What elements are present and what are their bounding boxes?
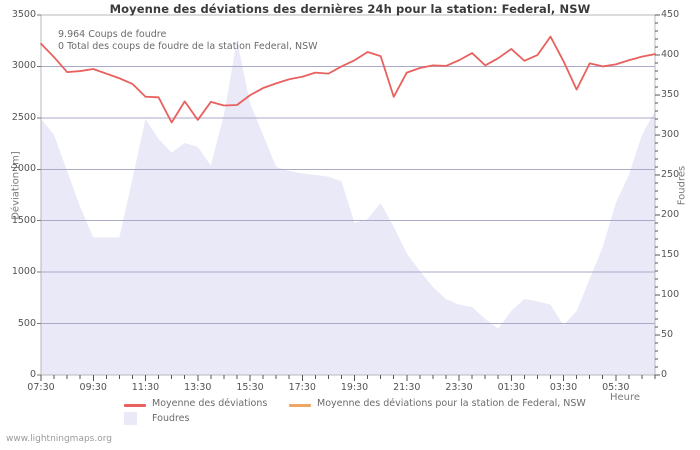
y-axis-right-tick-label: 200 — [661, 209, 680, 220]
y-axis-left-tick-label: 2000 — [11, 163, 36, 175]
legend-swatch-1 — [124, 404, 146, 407]
y-axis-right-title: Foudres — [676, 165, 688, 206]
legend-swatch-2 — [289, 404, 311, 407]
y-axis-right-tick-label: 300 — [661, 129, 680, 140]
legend-label-3[interactable]: Foudres — [152, 413, 190, 424]
y-axis-right-tick-label: 400 — [661, 49, 680, 60]
y-axis-right-tick-label: 150 — [661, 249, 680, 260]
x-axis-tick-label: 05:30 — [602, 382, 630, 393]
x-axis-tick-label: 03:30 — [549, 382, 578, 393]
x-axis-tick-label: 11:30 — [131, 382, 160, 393]
series-line-moyenne-des-d-viations — [40, 35, 656, 124]
annotation-strike-count: 9.964 Coups de foudre — [58, 29, 167, 40]
x-axis-tick-label: 01:30 — [497, 382, 525, 393]
x-axis-tick-label: 07:30 — [27, 382, 55, 393]
y-axis-right-tick-label: 100 — [661, 289, 680, 300]
legend-label-2[interactable]: Moyenne des déviations pour la station d… — [317, 398, 586, 409]
y-axis-right-tick-label: 250 — [661, 169, 680, 180]
x-axis-tick-label: 19:30 — [340, 382, 369, 393]
y-axis-right-tick-label: 450 — [661, 9, 680, 20]
annotation-station-total: 0 Total des coups de foudre de la statio… — [58, 41, 318, 52]
x-axis-tick-label: 17:30 — [288, 382, 316, 393]
y-axis-left-tick-label: 1000 — [11, 266, 36, 278]
y-axis-right-tick-label: 50 — [661, 329, 674, 340]
x-axis-tick-label: 23:30 — [445, 382, 473, 393]
x-axis-title: Heure — [610, 392, 641, 403]
x-axis-tick-label: 15:30 — [236, 382, 264, 393]
x-axis-tick-label: 09:30 — [79, 382, 107, 393]
y-axis-left-tick-label: 0 — [29, 369, 36, 380]
y-axis-right-tick-label: 350 — [661, 89, 680, 100]
y-axis-left-tick-label: 1500 — [11, 214, 36, 226]
y-axis-left-tick-label: 3500 — [11, 9, 36, 20]
legend-swatch-3 — [124, 412, 137, 425]
footer-attribution: www.lightningmaps.org — [6, 434, 112, 444]
strikes-area — [41, 40, 655, 375]
y-axis-right-tick-label: 0 — [661, 369, 668, 380]
y-axis-left-tick-label: 500 — [17, 317, 36, 329]
legend-label-1[interactable]: Moyenne des déviations — [152, 398, 268, 409]
x-axis-tick-label: 13:30 — [184, 382, 212, 393]
x-axis-tick-label: 21:30 — [393, 382, 421, 393]
y-axis-left-tick-label: 2500 — [11, 111, 36, 123]
y-axis-left-tick-label: 3000 — [11, 60, 36, 72]
chart-title: Moyenne des déviations des dernières 24h… — [109, 2, 591, 16]
